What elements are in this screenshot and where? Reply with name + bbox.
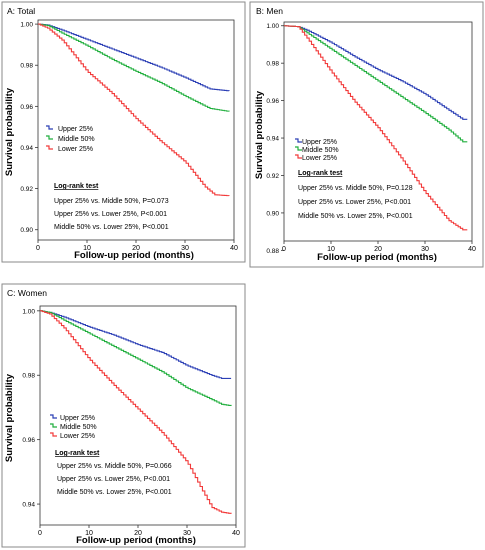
y-tick-label: 0.98 (20, 63, 33, 70)
log-rank-result: Upper 25% vs. Middle 50%, P=0.128 (298, 185, 413, 192)
survival-curve-upper-25 (40, 310, 232, 380)
survival-curve-lower-25 (40, 310, 232, 514)
y-tick-label: 0.94 (266, 136, 279, 143)
x-tick-label: 40 (232, 530, 240, 537)
plot-area (283, 21, 473, 242)
legend: Upper 25% Middle 50% Lower 25% (58, 126, 95, 153)
x-tick-label: 20 (134, 530, 142, 537)
legend-label: Upper 25% (60, 415, 95, 422)
panel-border (1, 283, 246, 548)
legend-swatch (50, 423, 57, 428)
panel-border (249, 1, 484, 268)
legend-label: Middle 50% (60, 424, 97, 431)
panel-title: B: Men (256, 6, 283, 16)
panel-women: C: Women Follow-up period (months) Survi… (1, 283, 246, 548)
y-tick-label: 0.98 (22, 373, 35, 380)
y-tick-label: 0.96 (266, 98, 279, 105)
legend-swatch (46, 125, 53, 130)
log-rank-title: Log-rank test (298, 170, 343, 177)
panel-border (1, 1, 246, 263)
x-tick-label: 0 (282, 246, 286, 253)
legend-swatch (295, 138, 302, 143)
legend-swatch (50, 432, 57, 437)
log-rank-result: Middle 50% vs. Lower 25%, P<0.001 (298, 213, 413, 220)
x-axis-label: Follow-up period (months) (74, 250, 194, 261)
survival-curve-lower-25 (284, 25, 468, 231)
y-tick-label: 0.90 (20, 227, 33, 234)
log-rank-title: Log-rank test (54, 183, 99, 190)
log-rank-title: Log-rank test (55, 450, 100, 457)
x-tick-label: 20 (132, 245, 140, 252)
y-tick-label: 0.98 (266, 61, 279, 68)
x-tick-label: 30 (181, 245, 189, 252)
y-axis-label: Survival probability (254, 90, 265, 179)
survival-curve-middle-50 (38, 23, 230, 112)
survival-curve-middle-50 (40, 310, 232, 406)
y-tick-label: 0.88 (266, 248, 279, 255)
y-tick-label: 1.00 (20, 22, 33, 29)
log-rank-result: Upper 25% vs. Middle 50%, P=0.073 (54, 198, 169, 205)
legend-swatch (295, 154, 302, 159)
legend-label: Lower 25% (58, 146, 93, 153)
y-tick-label: 1.00 (266, 23, 279, 30)
y-tick-label: 0.96 (20, 104, 33, 111)
x-axis-label: Follow-up period (months) (317, 252, 437, 263)
survival-curve-upper-25 (38, 23, 230, 92)
x-tick-label: 0 (38, 530, 42, 537)
x-tick-label: 10 (327, 246, 335, 253)
log-rank-result: Upper 25% vs. Lower 25%, P<0.001 (54, 211, 167, 218)
legend-label: Lower 25% (302, 155, 337, 162)
x-tick-label: 10 (85, 530, 93, 537)
x-axis-label: Follow-up period (months) (76, 535, 196, 546)
x-tick-label: 10 (83, 245, 91, 252)
legend-label: Middle 50% (58, 136, 95, 143)
x-tick-label: 30 (421, 246, 429, 253)
legend-swatch (50, 414, 57, 419)
log-rank-result: Middle 50% vs. Lower 25%, P<0.001 (57, 489, 172, 496)
y-tick-label: 0.94 (20, 145, 33, 152)
y-tick-label: 0.92 (20, 186, 33, 193)
x-tick-label: 40 (468, 246, 476, 253)
legend: Upper 25% Middle 50% Lower 25% (302, 139, 339, 162)
legend: Upper 25% Middle 50% Lower 25% (60, 415, 97, 440)
x-tick-label: 40 (230, 245, 238, 252)
legend-label: Upper 25% (302, 139, 337, 146)
y-tick-label: 0.96 (22, 437, 35, 444)
panel-total: A: Total Follow-up period (months) Survi… (1, 1, 246, 263)
legend-label: Upper 25% (58, 126, 93, 133)
log-rank-result: Upper 25% vs. Lower 25%, P<0.001 (57, 476, 170, 483)
legend-label: Lower 25% (60, 433, 95, 440)
y-axis-label: Survival probability (4, 87, 15, 176)
legend-swatch (46, 135, 53, 140)
legend-label: Middle 50% (302, 147, 339, 154)
y-tick-label: 0.94 (22, 502, 35, 509)
y-tick-label: 1.00 (22, 308, 35, 315)
x-tick-label: 0 (36, 245, 40, 252)
survival-curve-middle-50 (284, 25, 468, 143)
survival-curve-upper-25 (284, 25, 468, 120)
survival-curve-lower-25 (38, 23, 230, 197)
legend-swatch (295, 146, 302, 151)
legend-swatch (46, 145, 53, 150)
y-tick-label: 0.92 (266, 173, 279, 180)
log-rank-result: Upper 25% vs. Middle 50%, P=0.066 (57, 463, 172, 470)
y-axis-label: Survival probability (4, 373, 15, 462)
y-tick-label: 0.90 (266, 210, 279, 217)
panel-title: C: Women (7, 288, 47, 298)
log-rank-result: Upper 25% vs. Lower 25%, P<0.001 (298, 199, 411, 206)
x-tick-label: 30 (183, 530, 191, 537)
log-rank-result: Middle 50% vs. Lower 25%, P<0.001 (54, 224, 169, 231)
x-tick-label: 20 (374, 246, 382, 253)
panel-title: A: Total (7, 6, 35, 16)
panel-men: B: Men Follow-up period (months) Surviva… (249, 1, 484, 268)
